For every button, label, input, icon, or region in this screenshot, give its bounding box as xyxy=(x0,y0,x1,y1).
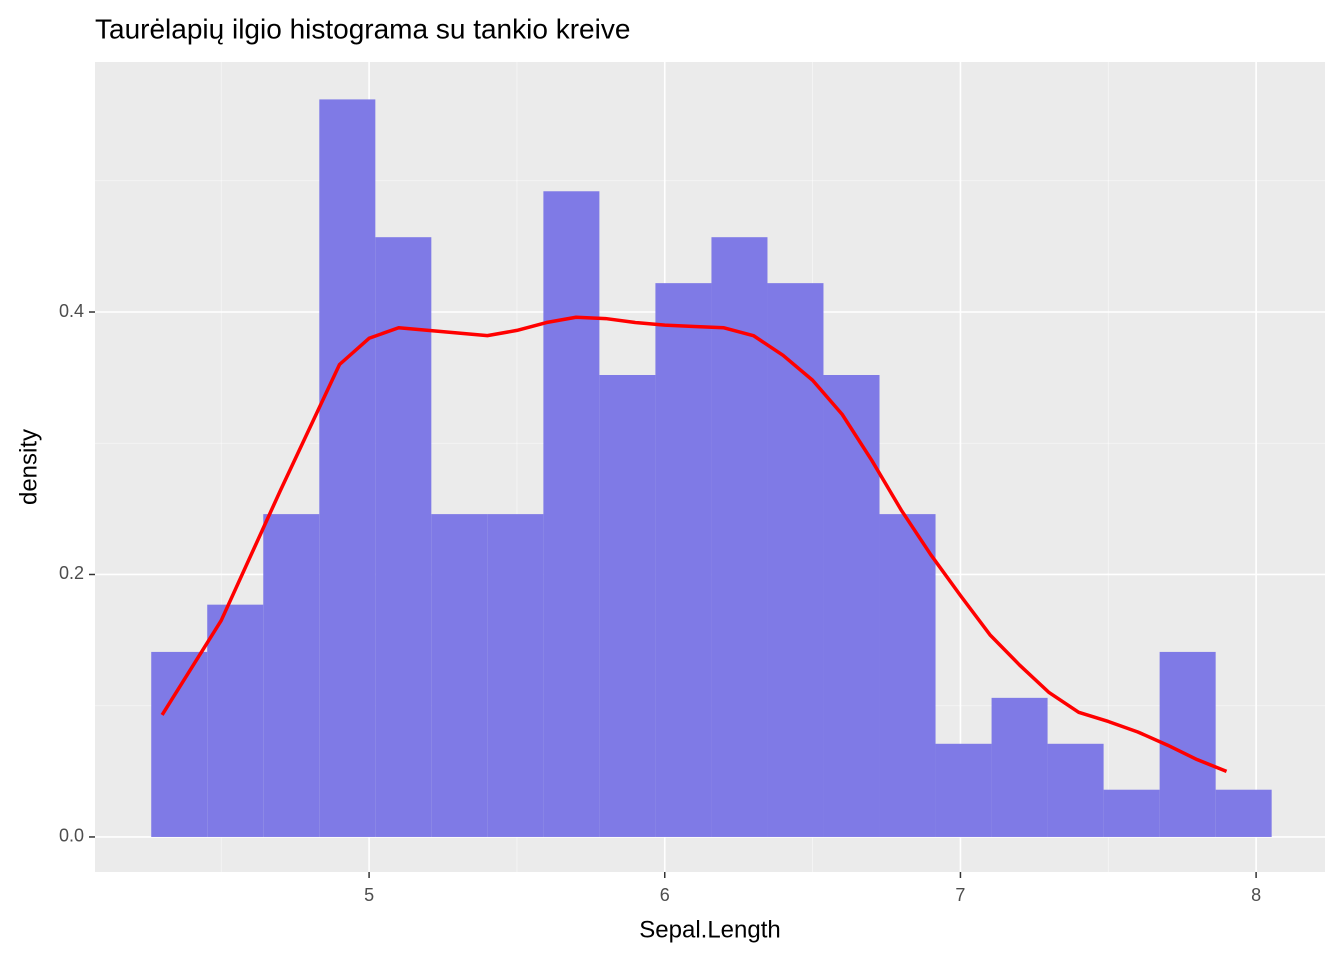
bar xyxy=(375,237,432,837)
bar xyxy=(151,651,208,837)
bar xyxy=(1103,789,1160,837)
chart-title: Taurėlapių ilgio histograma su tankio kr… xyxy=(95,13,630,44)
bar xyxy=(431,514,488,837)
bar xyxy=(599,375,656,837)
y-tick-label: 0.2 xyxy=(59,563,84,583)
axes: 5 6 7 8 0.0 0.2 0.4 xyxy=(59,301,1261,905)
bar xyxy=(543,191,600,837)
x-tick-label: 7 xyxy=(955,885,965,905)
x-tick-label: 6 xyxy=(660,885,670,905)
y-tick-label: 0.4 xyxy=(59,301,84,321)
y-axis-title: density xyxy=(15,429,42,505)
bar xyxy=(1215,789,1272,837)
bar xyxy=(263,514,320,837)
bars xyxy=(151,99,1272,837)
y-tick-label: 0.0 xyxy=(59,826,84,846)
density-curve xyxy=(160,315,1228,773)
bar xyxy=(991,697,1048,837)
bar xyxy=(1047,743,1104,837)
bar xyxy=(319,99,376,837)
bar xyxy=(879,514,936,837)
bar xyxy=(655,283,712,837)
x-axis-title: Sepal.Length xyxy=(639,916,780,943)
bar xyxy=(935,743,992,837)
bar xyxy=(767,283,824,837)
x-tick-label: 5 xyxy=(364,885,374,905)
x-tick-label: 8 xyxy=(1251,885,1261,905)
bar xyxy=(487,514,544,837)
bar xyxy=(207,604,264,837)
bar xyxy=(823,375,880,837)
density-curve-group xyxy=(160,315,1228,773)
